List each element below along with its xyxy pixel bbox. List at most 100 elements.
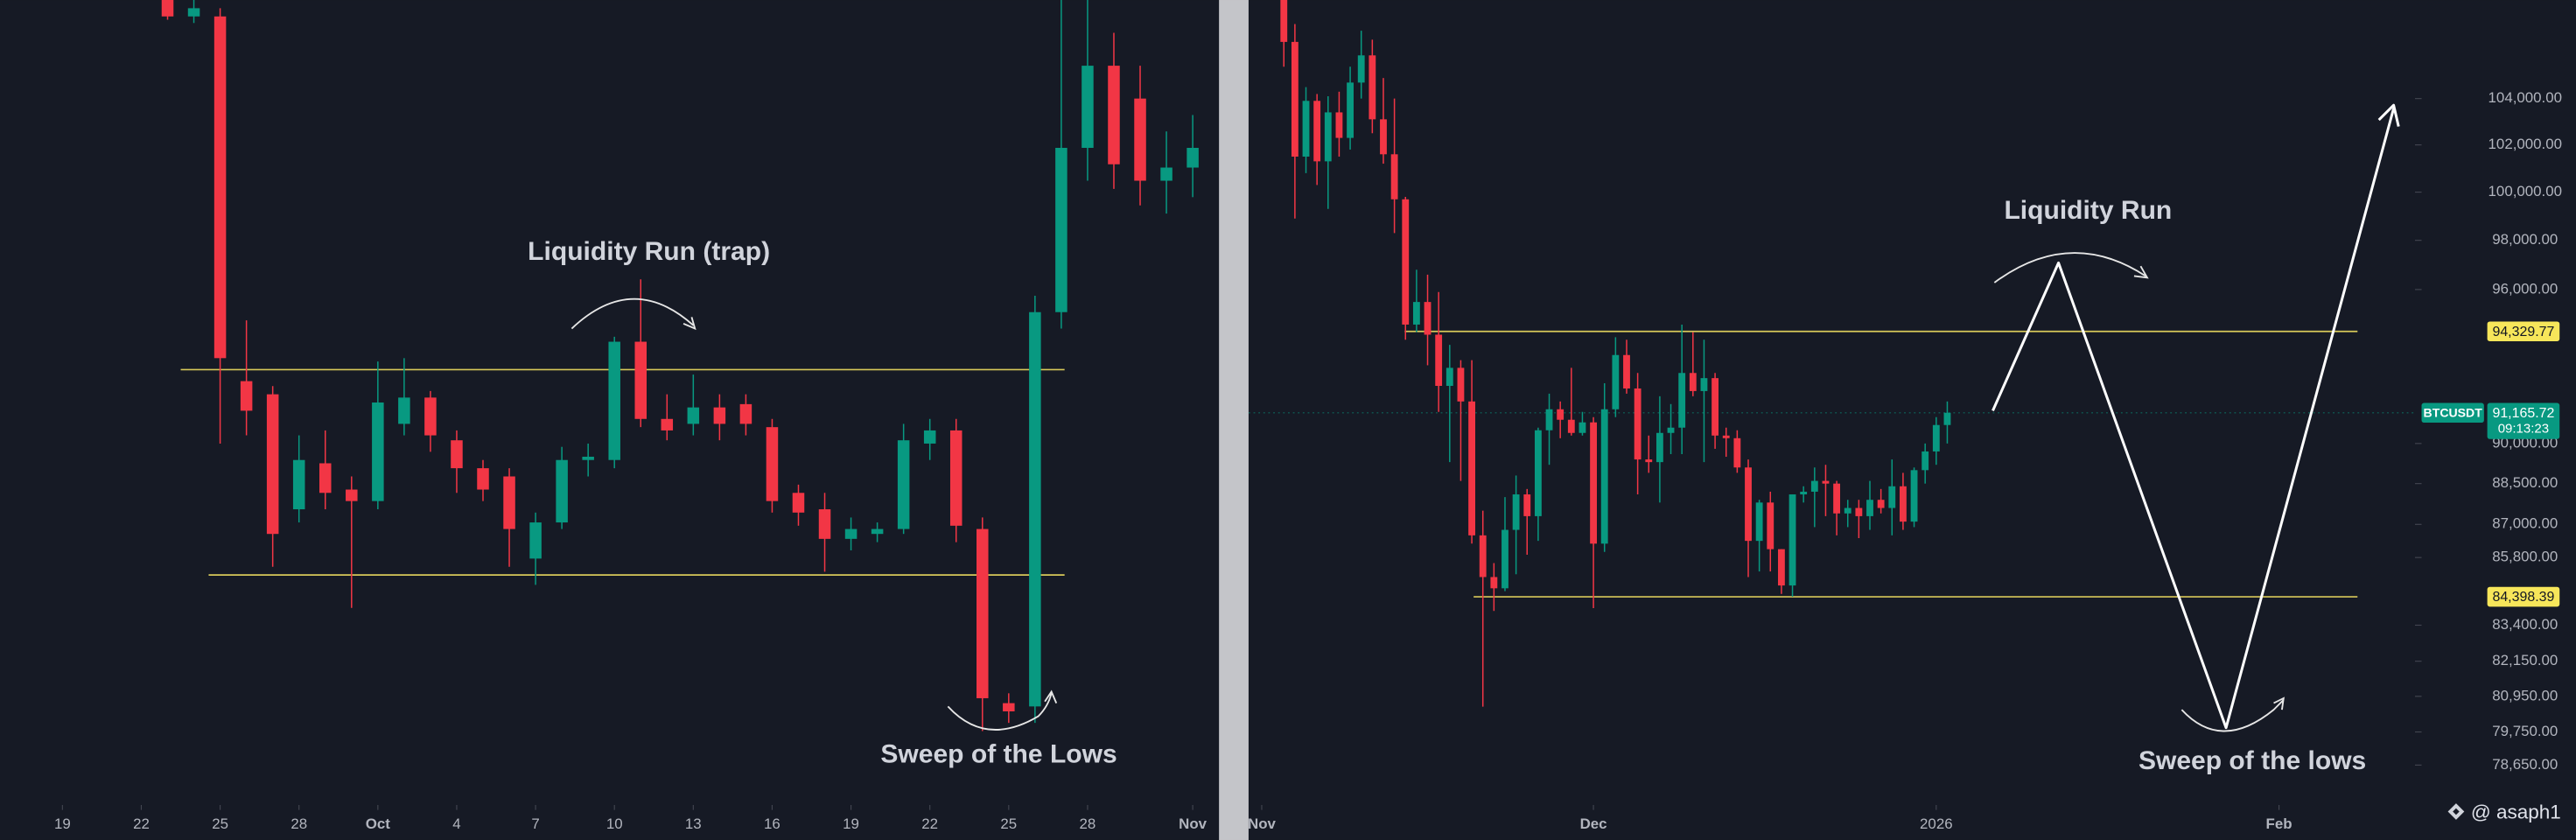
x-tick-label: Nov xyxy=(1179,816,1207,832)
x-tick-label: 22 xyxy=(133,816,150,832)
candle-body xyxy=(1380,119,1387,155)
watermark-group: @ asaph1 xyxy=(2447,801,2561,822)
drawings: Liquidity Run (trap) Sweep of the Lows L… xyxy=(528,103,2400,775)
y-tick-label: 100,000.00 xyxy=(2488,183,2562,200)
projection-path xyxy=(1992,103,2400,730)
candle-body xyxy=(1899,486,1907,522)
candle-body xyxy=(240,381,253,411)
candle-body xyxy=(424,397,437,436)
y-tick-label: 102,000.00 xyxy=(2488,136,2562,152)
x-tick-label: 7 xyxy=(531,816,539,832)
candle-body xyxy=(1877,500,1885,508)
candle-body xyxy=(1922,451,1929,471)
candle-body xyxy=(1557,409,1564,420)
x-tick-label: 13 xyxy=(685,816,702,832)
candle-body xyxy=(372,402,384,501)
candle-body xyxy=(1578,422,1586,433)
candle-body xyxy=(529,522,542,559)
candle-body xyxy=(1645,459,1653,463)
candle-body xyxy=(1302,101,1310,157)
candle-body xyxy=(1590,422,1597,544)
candle-body xyxy=(318,463,332,494)
candle-body xyxy=(1502,529,1508,589)
x-tick-label: 10 xyxy=(606,816,623,832)
candle-body xyxy=(739,403,752,424)
candle-body xyxy=(766,427,779,501)
candle-body xyxy=(1055,147,1068,312)
candle-body xyxy=(792,493,805,513)
y-tick-label: 104,000.00 xyxy=(2488,89,2562,106)
x-tick-label: 25 xyxy=(212,816,228,832)
level-label-box xyxy=(2487,321,2560,342)
watermark-logo xyxy=(2447,803,2465,820)
candle-body xyxy=(1003,703,1015,711)
arc-arrow xyxy=(1993,252,2149,284)
candle-body xyxy=(1490,577,1498,589)
y-tick-label: 87,000.00 xyxy=(2492,515,2558,532)
candle-body xyxy=(1186,147,1199,168)
x-tick-label: Dec xyxy=(1580,816,1607,832)
level-label: 94,329.77 xyxy=(2492,325,2554,340)
candle-body xyxy=(1888,486,1896,508)
annotation: Sweep of the Lows xyxy=(880,740,1116,769)
candle-body xyxy=(1910,470,1918,522)
candle-body xyxy=(1446,368,1453,387)
candle-body xyxy=(1280,0,1288,42)
candle-body xyxy=(897,440,910,529)
candle-body xyxy=(661,418,674,430)
level-label-box xyxy=(2487,586,2560,607)
level-label: 84,398.39 xyxy=(2492,590,2554,605)
candle-body xyxy=(1788,494,1796,586)
panel-divider xyxy=(1219,0,1249,840)
candle-body xyxy=(1313,101,1321,162)
x-tick-label: 19 xyxy=(843,816,859,832)
candle-body xyxy=(1368,55,1376,120)
y-tick-label: 80,950.00 xyxy=(2492,687,2558,704)
x-tick-label: Nov xyxy=(1248,816,1276,832)
candle-body xyxy=(187,8,200,17)
candle-body xyxy=(1777,549,1785,586)
candle-body xyxy=(1866,500,1873,516)
candle-body xyxy=(1390,154,1398,200)
candle-body xyxy=(1943,412,1951,425)
candle-body xyxy=(1291,41,1298,157)
candle-body xyxy=(1357,55,1365,83)
candle-body xyxy=(1833,483,1841,514)
candle-body xyxy=(556,459,568,523)
candle-body xyxy=(1347,82,1354,138)
candle-body xyxy=(1523,494,1531,516)
watermark: @ asaph1 xyxy=(2471,801,2561,822)
x-tick-label: Feb xyxy=(2266,816,2292,832)
candle-body xyxy=(292,459,305,510)
arc-arrow xyxy=(570,298,696,331)
annotation: Liquidity Run (trap) xyxy=(528,237,770,266)
candle-body xyxy=(451,440,463,469)
candle-body xyxy=(1108,66,1120,164)
y-tick-label: 88,500.00 xyxy=(2492,474,2558,491)
candle-body xyxy=(1767,502,1774,550)
candle-body xyxy=(1733,438,1741,468)
x-tick-label: 25 xyxy=(1000,816,1017,832)
candle-body xyxy=(346,489,358,501)
countdown-label: 09:13:23 xyxy=(2498,422,2549,437)
candle-body xyxy=(1512,494,1520,530)
candle-body xyxy=(818,509,831,539)
candle-body xyxy=(976,528,989,698)
candle-body xyxy=(687,407,700,424)
candle-body xyxy=(1468,401,1475,536)
annotation: Sweep of the lows xyxy=(2138,746,2366,775)
candle-body xyxy=(214,16,227,359)
candle-body xyxy=(477,468,489,490)
candle-body xyxy=(608,341,620,460)
candle-body xyxy=(1634,388,1642,460)
y-tick-label: 78,650.00 xyxy=(2492,756,2558,773)
candle-body xyxy=(1700,378,1708,391)
candle-body xyxy=(1600,409,1608,544)
candle-body xyxy=(1424,302,1432,335)
charts: 19 22 25 28 Oct 4 7 10 13 16 19 22 25 28 Nov Nov Dec 2026… xyxy=(54,0,2562,832)
y-tick-label: 82,150.00 xyxy=(2492,652,2558,668)
candle-body xyxy=(871,528,884,535)
